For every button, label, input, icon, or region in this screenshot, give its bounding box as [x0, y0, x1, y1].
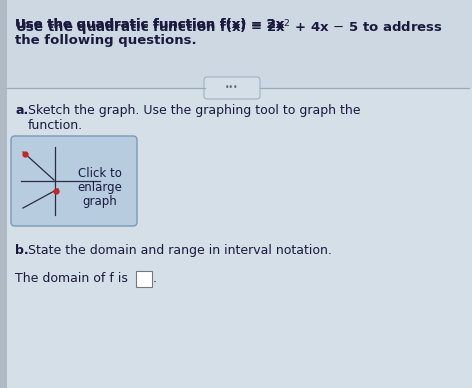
- Text: a.: a.: [15, 104, 28, 117]
- Text: Use the quadratic function f(x) = 2x: Use the quadratic function f(x) = 2x: [15, 18, 284, 31]
- Text: graph: graph: [83, 195, 118, 208]
- Text: Click to: Click to: [78, 167, 122, 180]
- Text: Use the quadratic function f(x) = 2x: Use the quadratic function f(x) = 2x: [15, 18, 284, 31]
- Text: enlarge: enlarge: [77, 181, 122, 194]
- Text: .: .: [153, 272, 157, 285]
- Text: the following questions.: the following questions.: [15, 34, 197, 47]
- Text: Sketch the graph. Use the graphing tool to graph the: Sketch the graph. Use the graphing tool …: [28, 104, 361, 117]
- Text: b.: b.: [15, 244, 29, 257]
- FancyBboxPatch shape: [204, 77, 260, 99]
- Text: •••: •••: [225, 83, 239, 92]
- Text: State the domain and range in interval notation.: State the domain and range in interval n…: [28, 244, 332, 257]
- FancyBboxPatch shape: [11, 136, 137, 226]
- Text: The domain of f is: The domain of f is: [15, 272, 128, 285]
- Bar: [0, 0, 7, 388]
- Bar: [136, 271, 152, 287]
- Text: Use the quadratic function f(x) = 2x$^{2}$ + 4x $-$ 5 to address: Use the quadratic function f(x) = 2x$^{2…: [15, 18, 443, 38]
- Bar: [7, 0, 472, 88]
- Text: function.: function.: [28, 119, 83, 132]
